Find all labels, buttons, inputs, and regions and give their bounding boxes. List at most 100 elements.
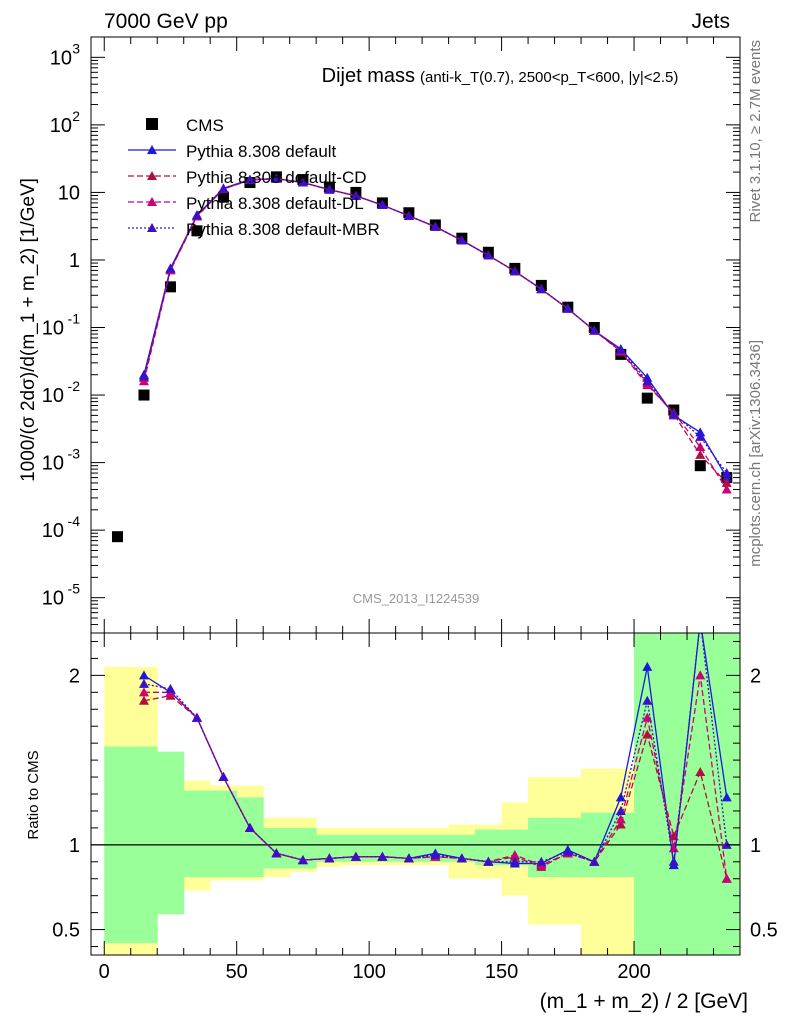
mc-point <box>695 442 706 452</box>
ratio-plot-panel: 0 50 100 150 200 0.5 0.5 1 1 2 2 <box>52 632 778 983</box>
rivet-version-label: Rivet 3.1.10, ≥ 2.7M events <box>747 40 764 223</box>
ratio-point <box>589 856 600 866</box>
mc-point <box>695 431 706 441</box>
chart-subtitle: (anti-k_T(0.7), 2500<p_T<600, |y|<2.5) <box>420 69 678 86</box>
mc-point <box>218 183 229 193</box>
ratio-y-tick-label-left: 2 <box>69 665 80 687</box>
legend-marker <box>147 145 157 154</box>
ratio-point <box>642 695 653 705</box>
main-y-tick-exponent: -2 <box>68 378 81 394</box>
legend-marker <box>147 223 157 232</box>
ratio-point <box>668 856 679 866</box>
mc-point <box>191 210 202 220</box>
mc-point <box>668 408 679 418</box>
uncertainty-band-inner <box>183 790 211 878</box>
ratio-point <box>430 850 441 860</box>
mc-point <box>377 200 388 210</box>
main-y-tick-label: 10 <box>42 318 64 340</box>
cms-data-point <box>164 281 176 293</box>
ratio-point <box>509 850 520 860</box>
main-y-tick-label: 10 <box>42 588 64 610</box>
mc-point <box>483 250 494 260</box>
ratio-point <box>165 683 176 693</box>
uncertainty-band-inner <box>263 827 291 869</box>
mc-point <box>721 468 732 478</box>
ratio-point <box>721 792 732 802</box>
x-tick-label: 0 <box>99 961 110 983</box>
ratio-point <box>218 772 229 782</box>
header-right-label: Jets <box>691 10 730 33</box>
x-tick-label: 150 <box>485 961 518 983</box>
uncertainty-band-inner <box>660 633 688 955</box>
ratio-point <box>668 831 679 841</box>
ratio-point <box>695 670 706 680</box>
uncertainty-band-inner <box>634 633 662 955</box>
mc-point <box>350 190 361 200</box>
mcplots-source-label: mcplots.cern.ch [arXiv:1306.3436] <box>747 340 764 567</box>
legend-label: Pythia 8.308 default <box>186 142 337 161</box>
cms-data-point <box>694 460 706 472</box>
ratio-point <box>297 855 308 865</box>
ratio-point <box>721 873 732 883</box>
mc-point <box>721 477 732 487</box>
main-y-tick-exponent: -3 <box>68 446 81 462</box>
ratio-point <box>615 819 626 829</box>
cms-data-point <box>111 531 123 543</box>
ratio-point <box>191 712 202 722</box>
mc-point <box>138 376 149 386</box>
mc-point <box>244 174 255 184</box>
main-y-tick-exponent: -5 <box>68 581 81 597</box>
ratio-y-tick-label-right: 1 <box>750 835 761 857</box>
mc-point <box>509 266 520 276</box>
ratio-y-tick-label-left: 0.5 <box>52 920 80 942</box>
main-y-tick-label: 10 <box>42 520 64 542</box>
main-y-tick-label: 10 <box>58 182 80 204</box>
mc-point <box>721 472 732 482</box>
ratio-point <box>668 843 679 853</box>
main-y-axis-label: 1000/(σ 2dσ)/d(m_1 + m_2) [1/GeV] <box>18 178 39 482</box>
main-y-tick-label: 10 <box>42 385 64 407</box>
legend-marker <box>147 197 157 206</box>
analysis-watermark: CMS_2013_I1224539 <box>353 591 480 606</box>
ratio-point <box>377 851 388 861</box>
mc-point <box>589 325 600 335</box>
x-tick-label: 200 <box>617 961 650 983</box>
ratio-point <box>271 848 282 858</box>
mc-point <box>615 344 626 354</box>
ratio-point <box>138 670 149 680</box>
mc-point <box>695 449 706 459</box>
mc-point <box>324 184 335 194</box>
legend: CMS Pythia 8.308 default Pythia 8.308 defa… <box>128 116 380 239</box>
ratio-point <box>483 856 494 866</box>
ratio-y-tick-label-left: 1 <box>69 835 80 857</box>
cms-data-point <box>138 389 150 401</box>
ratio-point <box>138 695 149 705</box>
main-y-tick-label: 1 <box>69 250 80 272</box>
mc-point <box>562 303 573 313</box>
ratio-point <box>642 661 653 671</box>
mc-point <box>297 177 308 187</box>
ratio-point <box>615 814 626 824</box>
ratio-point <box>138 678 149 688</box>
x-tick-label: 50 <box>226 961 248 983</box>
header-left-label: 7000 GeV pp <box>104 10 228 33</box>
cms-data-point <box>191 225 203 237</box>
ratio-y-axis-label: Ratio to CMS <box>25 750 42 839</box>
ratio-point <box>403 853 414 863</box>
ratio-point <box>350 851 361 861</box>
legend-label: Pythia 8.308 default-DL <box>186 194 364 213</box>
mc-point <box>642 376 653 386</box>
x-axis-label: (m_1 + m_2) / 2 [GeV] <box>540 990 748 1013</box>
x-tick-label: 100 <box>352 961 385 983</box>
main-y-tick-label: 10 <box>42 453 64 475</box>
legend-marker <box>147 171 157 180</box>
main-y-tick-exponent: 2 <box>72 108 80 124</box>
mc-point <box>536 284 547 294</box>
main-y-tick-exponent: -1 <box>68 311 81 327</box>
mc-point <box>403 210 414 220</box>
ratio-point <box>509 856 520 866</box>
ratio-y-tick-label-right: 0.5 <box>750 920 778 942</box>
mc-point <box>165 263 176 273</box>
ratio-point <box>138 687 149 697</box>
